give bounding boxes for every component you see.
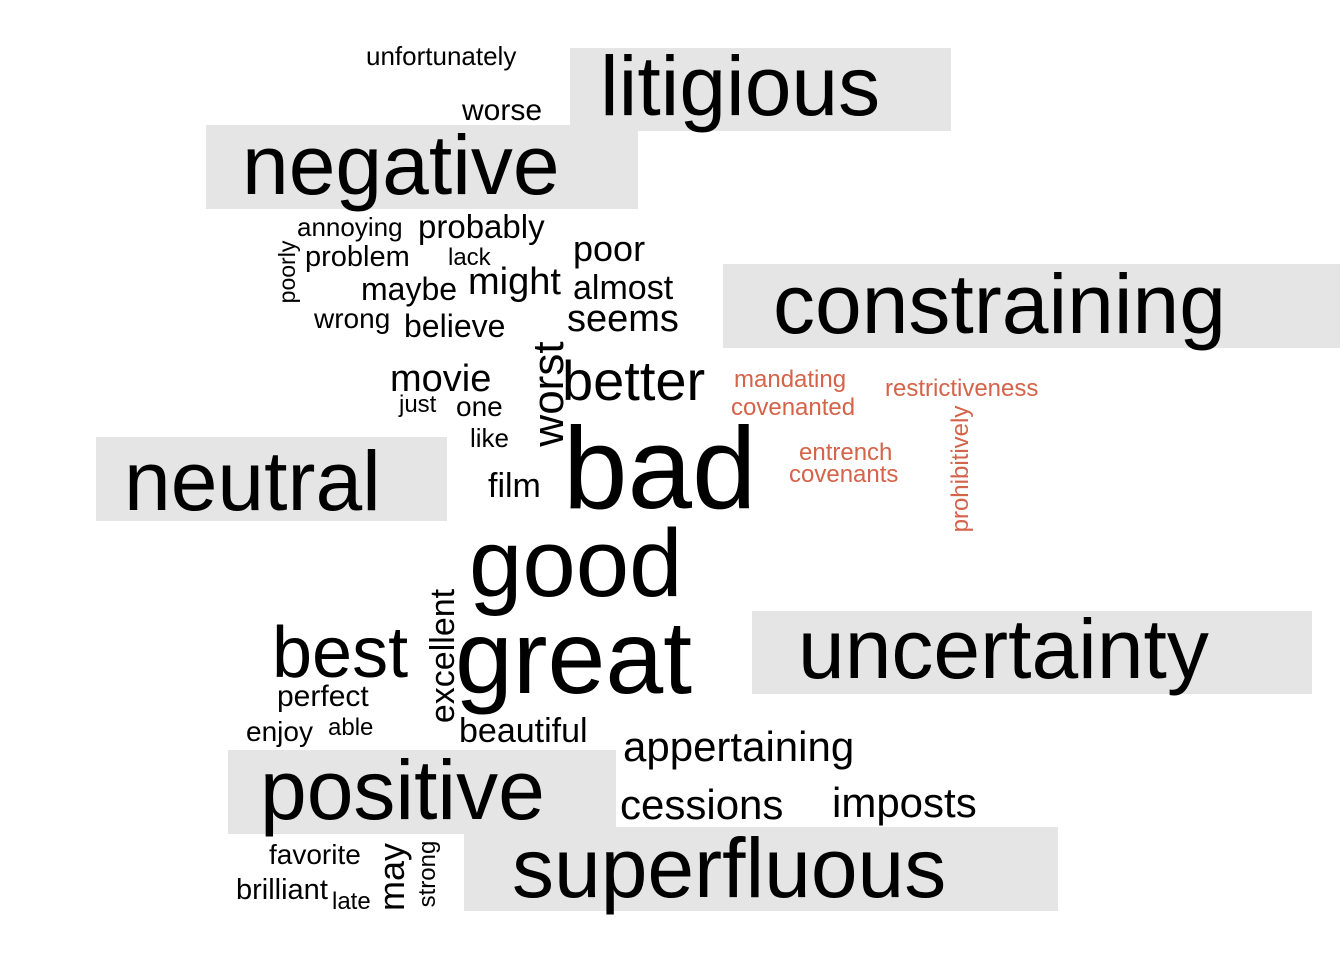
- category-label-negative: negative: [242, 118, 560, 212]
- word-lack: lack: [448, 244, 491, 271]
- word-best: best: [272, 613, 409, 693]
- word-imposts: imposts: [832, 779, 977, 826]
- word-great: great: [455, 600, 693, 716]
- word-believe: believe: [404, 308, 506, 344]
- word-may: may: [371, 843, 412, 912]
- word-poorly: poorly: [274, 240, 300, 304]
- category-label-litigious: litigious: [600, 39, 881, 133]
- word-worse: worse: [462, 94, 543, 127]
- word-restrictiveness: restrictiveness: [885, 375, 1039, 402]
- word-film: film: [488, 467, 541, 505]
- word-wrong: wrong: [314, 303, 391, 334]
- category-label-positive: positive: [260, 743, 545, 837]
- word-annoying: annoying: [297, 212, 403, 242]
- word-appertaining: appertaining: [623, 723, 855, 770]
- category-box-neutral: [96, 437, 447, 521]
- word-cessions: cessions: [620, 781, 784, 828]
- word-seems: seems: [567, 298, 679, 340]
- word-better: better: [562, 349, 706, 412]
- word-enjoy: enjoy: [246, 716, 313, 747]
- category-label-neutral: neutral: [124, 434, 381, 528]
- category-box-litigious: [570, 48, 951, 131]
- word-one: one: [456, 391, 503, 422]
- word-brilliant: brilliant: [236, 874, 328, 906]
- category-label-uncertainty: uncertainty: [798, 602, 1209, 696]
- word-beautiful: beautiful: [459, 712, 588, 750]
- word-problem: problem: [305, 241, 410, 273]
- word-covenants: covenants: [789, 461, 899, 488]
- word-bad: bad: [563, 403, 757, 533]
- category-box-constraining: [723, 264, 1340, 348]
- word-prohibitively: prohibitively: [947, 405, 974, 533]
- category-box-superfluous: [464, 827, 1058, 911]
- word-entrench: entrench: [799, 439, 893, 466]
- word-good: good: [469, 510, 683, 617]
- word-just: just: [399, 391, 437, 418]
- word-almost: almost: [573, 269, 674, 307]
- word-mandating: mandating: [734, 366, 847, 393]
- category-box-negative: [206, 125, 638, 209]
- category-box-positive: [228, 750, 616, 834]
- word-favorite: favorite: [269, 839, 361, 870]
- category-label-constraining: constraining: [773, 257, 1226, 351]
- word-poor: poor: [573, 228, 646, 269]
- word-covenanted: covenanted: [731, 394, 856, 421]
- word-perfect: perfect: [277, 680, 369, 713]
- category-box-uncertainty: [752, 611, 1312, 694]
- word-unfortunately: unfortunately: [366, 41, 517, 71]
- word-able: able: [328, 714, 374, 741]
- word-might: might: [468, 261, 561, 303]
- word-maybe: maybe: [361, 271, 458, 307]
- word-probably: probably: [418, 208, 545, 245]
- category-label-superfluous: superfluous: [512, 821, 947, 915]
- word-late: late: [332, 888, 371, 915]
- word-strong: strong: [414, 840, 441, 908]
- word-movie: movie: [390, 358, 492, 400]
- word-like: like: [470, 423, 510, 453]
